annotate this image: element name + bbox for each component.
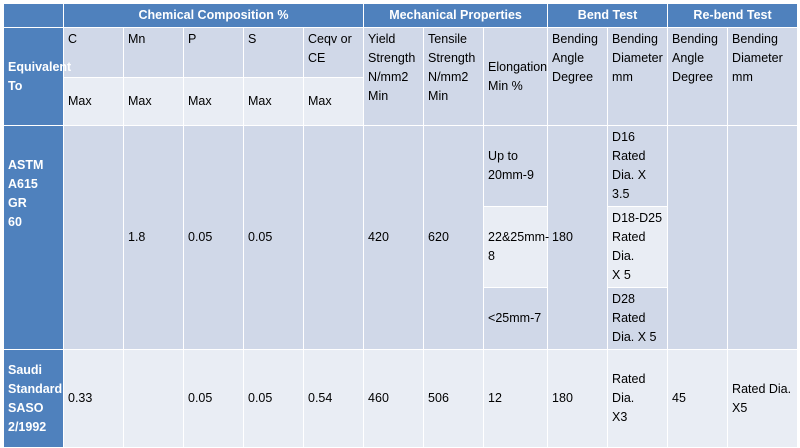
element-ceqv-header: Ceqv or CE [302,27,365,78]
group-header-row: Chemical Composition % Mechanical Proper… [3,3,799,28]
subheader-row: Equivalent To C Mn P S Ceqv or CE Yield … [3,27,799,126]
saso-bend-diameter-value: Rated Dia. X3 [607,349,669,448]
astm-rebend-diameter-value [727,125,799,350]
astm-c-value [63,125,124,350]
elongation-header: Elongation Min % [483,27,549,126]
astm-p-value: 0.05 [183,125,244,350]
astm-bend-diameter-value: D16 Rated Dia. X 3.5 [607,125,669,207]
tensile-strength-header: Tensile Strength N/mm2 Min [423,27,485,126]
limit-row: Max Max Max Max Max [4,77,798,126]
saso-elongation-value: 12 [483,349,549,448]
limit-ceqv: Max [302,77,365,126]
astm-mn-value: 1.8 [123,125,184,350]
astm-elongation-value: <25mm-7 [483,287,549,350]
element-c-header: C [63,27,124,78]
saso-rebend-diameter-value: Rated Dia. X5 [727,349,799,448]
astm-elongation-value: 22&25mm- 8 [483,206,549,288]
limit-s: Max [243,77,304,126]
rebend-diameter-header: Bending Diameter mm [727,27,799,126]
spec-table-container: Chemical Composition % Mechanical Proper… [3,3,799,448]
mechanical-properties-header: Mechanical Properties [363,3,549,28]
saso-ceqv-value: 0.54 [302,349,365,448]
rebend-angle-header: Bending Angle Degree [667,27,729,126]
astm-standard-label: ASTM A615 GR 60 [3,125,64,350]
corner-header-cell [3,3,64,28]
astm-elongation-value: Up to 20mm-9 [483,125,549,207]
limit-c: Max [63,77,124,126]
saso-tensile-value: 506 [423,349,485,448]
astm-ceqv-value [302,125,365,350]
bend-angle-header: Bending Angle Degree [547,27,609,126]
astm-bend-diameter-value: D18-D25 Rated Dia. X 5 [607,206,669,288]
astm-row: 22&25mm- 8 D18-D25 Rated Dia. X 5 [4,206,798,288]
saso-c-value: 0.33 [63,349,124,448]
astm-bend-diameter-value: D28 Rated Dia. X 5 [607,287,669,350]
saso-rebend-angle-value: 45 [667,349,729,448]
limit-p: Max [183,77,244,126]
saso-mn-value [123,349,184,448]
element-mn-header: Mn [123,27,184,78]
astm-tensile-value: 620 [423,125,485,350]
bend-diameter-header: Bending Diameter mm [607,27,669,126]
element-s-header: S [243,27,304,78]
astm-row: <25mm-7 D28 Rated Dia. X 5 [4,287,798,350]
saso-p-value: 0.05 [183,349,244,448]
saso-bend-angle-value: 180 [547,349,609,448]
saso-standard-label: Saudi Standard SASO 2/1992 [3,349,64,448]
astm-bend-angle-value: 180 [547,125,609,350]
saso-row: Saudi Standard SASO 2/1992 0.33 0.05 0.0… [3,349,799,448]
equivalent-to-header: Equivalent To [3,27,71,126]
chemical-composition-header: Chemical Composition % [62,3,365,28]
astm-row: ASTM A615 GR 60 1.8 0.05 0.05 420 620 Up… [3,125,799,350]
rebend-test-header: Re-bend Test [667,3,799,28]
astm-rebend-angle-value [667,125,729,350]
limit-mn: Max [123,77,184,126]
yield-strength-header: Yield Strength N/mm2 Min [363,27,425,126]
astm-yield-value: 420 [363,125,425,350]
rebar-specification-table: Chemical Composition % Mechanical Proper… [3,3,799,448]
saso-yield-value: 460 [363,349,425,448]
bend-test-header: Bend Test [547,3,669,28]
saso-s-value: 0.05 [243,349,304,448]
astm-s-value: 0.05 [243,125,304,350]
element-p-header: P [183,27,244,78]
